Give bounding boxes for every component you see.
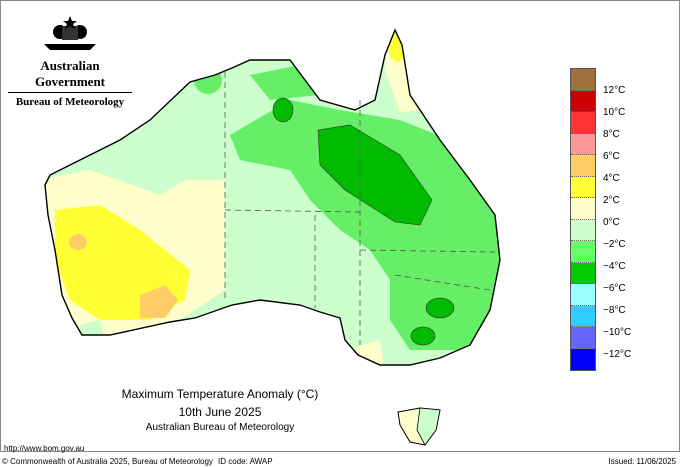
state-borders <box>224 72 496 345</box>
map-title-block: Maximum Temperature Anomaly (°C) 10th Ju… <box>100 387 340 433</box>
legend-label: 10°C <box>603 107 626 118</box>
legend-swatch <box>571 284 595 306</box>
legend-label: 4°C <box>603 173 620 184</box>
government-name: Australian Government <box>8 58 132 93</box>
map-source: Australian Bureau of Meteorology <box>145 422 295 433</box>
legend-label: −6°C <box>603 283 626 294</box>
legend-swatch <box>571 133 595 155</box>
id-code: ID code: AWAP <box>218 457 273 466</box>
anomaly-region-minus4-to-minus6-se <box>425 297 455 319</box>
legend-swatch <box>571 262 595 284</box>
anomaly-region-minus4-to-minus6 <box>317 124 433 226</box>
legend-label: 8°C <box>603 129 620 140</box>
legend-swatch <box>571 305 595 327</box>
legend-label: 2°C <box>603 195 620 206</box>
map-title: Maximum Temperature Anomaly (°C) <box>121 387 319 401</box>
legend-label: −4°C <box>603 261 626 272</box>
legend-swatch <box>571 176 595 198</box>
tasmania-east-anomaly <box>416 407 441 446</box>
website-link[interactable]: http://www.bom.gov.au <box>4 444 85 453</box>
anomaly-region-minus4-to-minus6-small <box>272 97 294 123</box>
issued-date: Issued: 11/06/2025 <box>608 457 676 466</box>
legend-swatch <box>571 219 595 241</box>
map-date: 10th June 2025 <box>178 405 262 419</box>
legend-swatch <box>571 155 595 177</box>
legend-label: −10°C <box>603 327 632 338</box>
anomaly-region-minus4-to-minus6-vic <box>410 326 436 346</box>
legend-swatch <box>571 69 595 91</box>
legend-swatch <box>571 241 595 263</box>
legend-swatch <box>571 327 595 349</box>
legend-swatch <box>571 112 595 134</box>
legend-label: −8°C <box>603 305 626 316</box>
government-logo: Australian Government Bureau of Meteorol… <box>8 12 132 108</box>
anomaly-region-4-to-6 <box>140 285 178 318</box>
legend-label: 6°C <box>603 151 620 162</box>
agency-name: Bureau of Meteorology <box>15 96 125 108</box>
legend-label: −2°C <box>603 239 626 250</box>
legend-label: 0°C <box>603 217 620 228</box>
legend-swatch <box>571 198 595 220</box>
legend-colorbar <box>570 68 596 371</box>
legend-swatch <box>571 348 595 370</box>
legend-swatch <box>571 90 595 112</box>
copyright: © Commonwealth of Australia 2025, Bureau… <box>2 457 213 466</box>
legend-label: 12°C <box>603 85 626 96</box>
legend-label: −12°C <box>603 349 632 360</box>
anomaly-region-4-to-6-small <box>69 234 87 250</box>
coat-of-arms-icon <box>44 16 96 50</box>
anomaly-region-minus2-to-minus4 <box>230 100 500 350</box>
